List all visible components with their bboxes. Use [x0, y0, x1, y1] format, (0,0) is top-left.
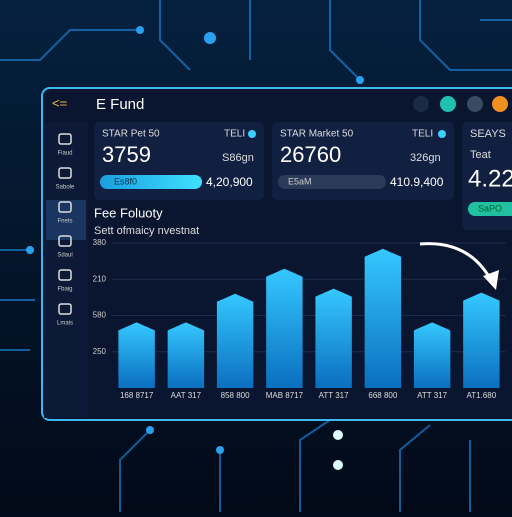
toolbar-button[interactable]	[492, 96, 508, 112]
progress-label: Es8f0	[114, 176, 137, 186]
progress-bar	[278, 175, 386, 189]
menu-icon[interactable]: <=	[52, 95, 67, 110]
x-tick-label: ATT 317	[417, 391, 447, 400]
badge-dot	[248, 130, 256, 138]
sidebar-active	[46, 200, 86, 240]
glow-dot	[333, 430, 343, 440]
arrow-head	[483, 270, 499, 290]
toolbar-button[interactable]	[440, 96, 456, 112]
chart: 250 580 210 380 168 8717 AAT 317 858 800 MAB 87…	[93, 238, 506, 400]
sidebar-label: Lmais	[57, 321, 73, 327]
sidebar-label: Fnets	[57, 219, 72, 225]
trend-arrow	[419, 242, 494, 283]
x-tick-label: AAT 317	[171, 391, 202, 400]
sidebar-icon	[58, 201, 72, 213]
card-value: 26760	[280, 142, 341, 167]
y-tick-label: 380	[93, 238, 107, 247]
bar	[118, 322, 155, 388]
circuit-nodes	[26, 26, 364, 454]
bar	[413, 322, 451, 388]
sidebar-icon	[58, 133, 72, 145]
sidebar-label: Fbaig	[57, 287, 72, 293]
sidebar-icon	[58, 167, 72, 179]
card-title: SEAYS	[470, 128, 506, 140]
card-subtitle: Teat	[470, 149, 491, 161]
sidebar-icon	[58, 235, 72, 247]
glow-dot	[333, 460, 343, 470]
card-value: 4.22	[468, 165, 512, 192]
x-tick-label: 858 800	[221, 391, 250, 400]
chart-subtitle: Sett ofmaicy nvestnat	[94, 225, 199, 237]
y-tick-label: 250	[93, 347, 107, 356]
card[interactable]: SEAYS Teat 4.22 SaPO	[462, 122, 512, 230]
progress-bar	[468, 202, 512, 216]
sidebar-label: Sabole	[56, 185, 75, 191]
sidebar-icon	[58, 269, 72, 281]
bar	[463, 292, 500, 388]
sidebar-label: Sdaul	[57, 253, 72, 259]
card-amount: 4,20,900	[206, 175, 253, 189]
bar	[216, 293, 254, 388]
x-tick-label: AT1.680	[467, 391, 497, 400]
progress-bar	[100, 175, 202, 189]
toolbar-button[interactable]	[413, 96, 429, 112]
bar	[266, 268, 303, 388]
chart-title: Fee Foluoty	[94, 205, 163, 220]
toolbar-button[interactable]	[467, 96, 483, 112]
card-amount: 410.9,400	[390, 175, 444, 189]
card-title: STAR Pet 50	[102, 129, 160, 140]
progress-label: SaPO	[478, 203, 502, 213]
card-change: 326gn	[410, 152, 441, 164]
card[interactable]: STAR Market 50 TELI 26760 326gn E5aM 410…	[272, 122, 454, 200]
x-tick-label: ATT 317	[319, 391, 349, 400]
x-tick-label: 668 800	[368, 391, 397, 400]
progress-label: E5aM	[288, 176, 312, 186]
bar	[315, 288, 352, 388]
card-badge: TELI	[224, 129, 245, 140]
sidebar-items: Fiaud Sabole Fnets Sdaul Fbaig Lmais	[56, 133, 75, 327]
bar	[167, 322, 205, 388]
badge-dot	[438, 130, 446, 138]
card[interactable]: STAR Pet 50 TELI 3759 S86gn Es8f0 4,20,9…	[94, 122, 264, 200]
card-title: STAR Market 50	[280, 129, 354, 140]
y-tick-label: 210	[93, 274, 107, 283]
y-tick-label: 580	[93, 311, 107, 320]
sidebar-label: Fiaud	[57, 151, 72, 157]
card-change: S86gn	[222, 152, 254, 164]
sidebar-icon	[58, 303, 72, 315]
card-value: 3759	[102, 142, 151, 167]
app-title: E Fund	[96, 96, 144, 113]
x-tick-label: MAB 8717	[266, 391, 304, 400]
card-badge: TELI	[412, 129, 433, 140]
x-tick-label: 168 8717	[120, 391, 154, 400]
bar	[364, 248, 402, 388]
